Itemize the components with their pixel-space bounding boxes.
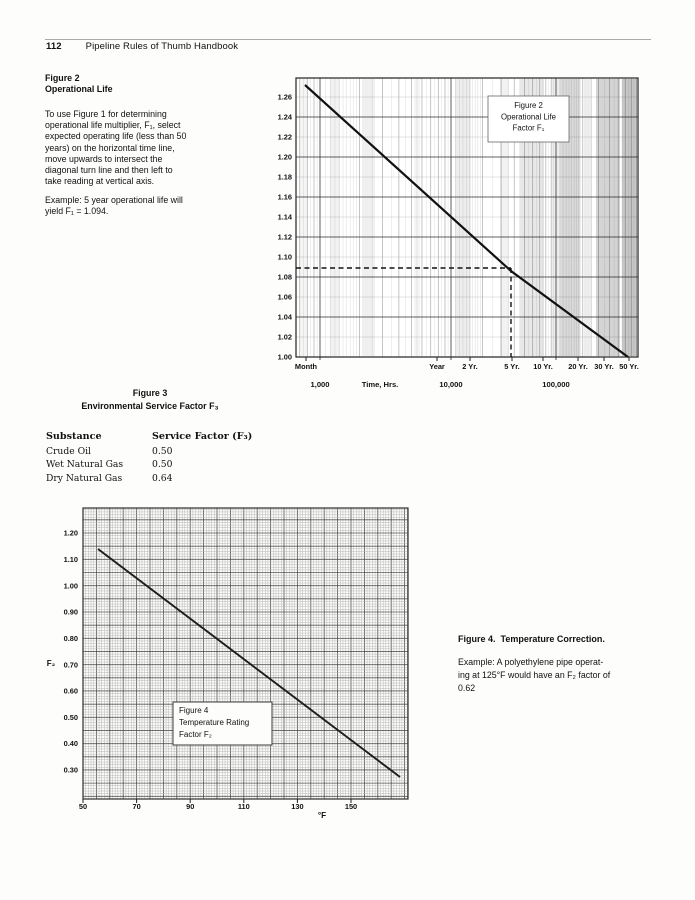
figure3-table-body: Crude Oil 0.50 Wet Natural Gas 0.50 Dry Natu… [46, 445, 276, 486]
figure3-table: Substance Service Factor (F₃) Crude Oil 0… [46, 430, 276, 485]
figure4-label-box-text: Temperature Rating [179, 718, 249, 727]
y-tick-label: 1.20 [64, 529, 78, 538]
x-tick-label: 50 Yr. [619, 362, 639, 371]
x-axis-label: °F [318, 811, 326, 820]
y-tick-label: 0.80 [64, 634, 78, 643]
y-tick-label: 0.50 [64, 713, 78, 722]
scan-streak [330, 79, 340, 356]
x-tick-label: 90 [186, 802, 194, 811]
y-tick-label: 1.18 [278, 173, 292, 182]
figure3-col-factor: Service Factor (F₃) [152, 431, 253, 442]
figure2-label-box-text: Figure 2 [514, 101, 543, 110]
x-tick-label: 130 [291, 802, 303, 811]
figure2-note-body: To use Figure 1 for determining operatio… [45, 109, 187, 187]
table-cell: Wet Natural Gas [46, 459, 124, 470]
y-tick-label: 1.06 [278, 293, 292, 302]
x-tick-label: 1,000 [310, 380, 329, 389]
figure4-caption-title: Figure 4. Temperature Correction. [458, 634, 605, 644]
figure4-label-box-text: Figure 4 [179, 706, 209, 715]
table-cell: 0.50 [152, 445, 173, 457]
figure3-title: Figure 3 Environmental Service Factor F₃ [81, 388, 219, 411]
plot-border [82, 507, 409, 800]
scan-streak [560, 79, 580, 356]
scan-streak [362, 79, 375, 356]
y-tick-label: 1.02 [278, 333, 292, 342]
f1-factor-line [304, 84, 629, 358]
y-tick-label: 0.40 [64, 739, 78, 748]
table-cell: Crude Oil [46, 445, 91, 457]
y-tick-label: 1.24 [278, 113, 293, 122]
header-rule [45, 39, 651, 40]
y-tick-label: 1.00 [64, 581, 78, 590]
y-tick-label: 1.22 [278, 133, 292, 142]
x-tick-label: 5 Yr. [504, 362, 519, 371]
table-cell: 0.64 [152, 472, 173, 484]
scan-streak [500, 79, 509, 356]
figure2-chart: Figure 2 Operational Life Factor F₁ 1.26 1.2… [278, 77, 639, 389]
y-tick-label: 1.26 [278, 93, 292, 102]
y-tick-label: 1.10 [64, 555, 78, 564]
plot-area [296, 78, 638, 357]
y-tick-label: 1.14 [278, 213, 293, 222]
x-tick-label: 100,000 [542, 380, 569, 389]
scan-streak [300, 79, 307, 356]
x-axis-label: Time, Hrs. [362, 380, 399, 389]
table-row: Wet Natural Gas 0.50 [46, 458, 276, 472]
x-tick-label: 30 Yr. [594, 362, 614, 371]
x-tick-label: 70 [132, 802, 140, 811]
figure2-label-box-text: Operational Life [501, 112, 556, 121]
y-axis-label: F₂ [47, 659, 56, 668]
x-tick-label: 150 [345, 802, 357, 811]
x-tick-label: Month [295, 362, 318, 371]
figure4-chart: Figure 4 Temperature Rating Factor F₂ 1.20 1… [47, 507, 409, 820]
figure2-note-example: Example: 5 year operational life will yi… [45, 195, 183, 217]
scan-streak [622, 79, 637, 356]
x-tick-label: 10 Yr. [533, 362, 553, 371]
y-tick-label: 1.04 [278, 313, 293, 322]
y-tick-label: 1.00 [278, 353, 292, 362]
page-number: 112 [46, 41, 62, 52]
x-tick-label: Year [429, 362, 445, 371]
figure2-label-box-text: Factor F₁ [513, 124, 545, 133]
scan-streak [596, 79, 620, 356]
y-tick-label: 0.30 [64, 766, 78, 775]
header-title: Pipeline Rules of Thumb Handbook [85, 41, 239, 52]
scan-streak [584, 79, 592, 356]
y-tick-label: 0.60 [64, 687, 78, 696]
x-tick-label: 2 Yr. [462, 362, 477, 371]
y-tick-label: 1.20 [278, 153, 292, 162]
x-tick-label: 110 [238, 802, 250, 811]
figure4-label-box-text: Factor F₂ [179, 730, 212, 739]
page-header: 112 Pipeline Rules of Thumb Handbook [46, 41, 238, 52]
figure3-col-substance: Substance [46, 431, 102, 442]
x-tick-label: 50 [79, 802, 87, 811]
y-tick-label: 1.10 [278, 253, 292, 262]
y-tick-label: 1.12 [278, 233, 292, 242]
figure4-caption-body: Example: A polyethylene pipe operat- ing… [458, 657, 611, 693]
y-tick-label: 0.70 [64, 660, 78, 669]
table-cell: Dry Natural Gas [46, 472, 123, 484]
scan-streak [414, 79, 420, 356]
y-tick-label: 1.16 [278, 193, 292, 202]
figure3-table-header: Substance Service Factor (F₃) [46, 430, 276, 444]
x-tick-label: 10,000 [439, 380, 462, 389]
table-cell: 0.50 [152, 459, 173, 470]
scan-streak [455, 79, 471, 356]
figure4-label-box [172, 701, 273, 746]
x-tick-label: 20 Yr. [568, 362, 588, 371]
y-tick-label: 0.90 [64, 608, 78, 617]
figure2-label-box [487, 95, 570, 143]
scan-streak [552, 79, 560, 356]
table-row: Crude Oil 0.50 [46, 445, 276, 459]
f2-factor-line [97, 548, 401, 778]
figure2-note-title: Figure 2 Operational Life [45, 73, 113, 95]
table-row: Dry Natural Gas 0.64 [46, 472, 276, 486]
plot-border [295, 77, 639, 358]
y-tick-label: 1.08 [278, 273, 292, 282]
